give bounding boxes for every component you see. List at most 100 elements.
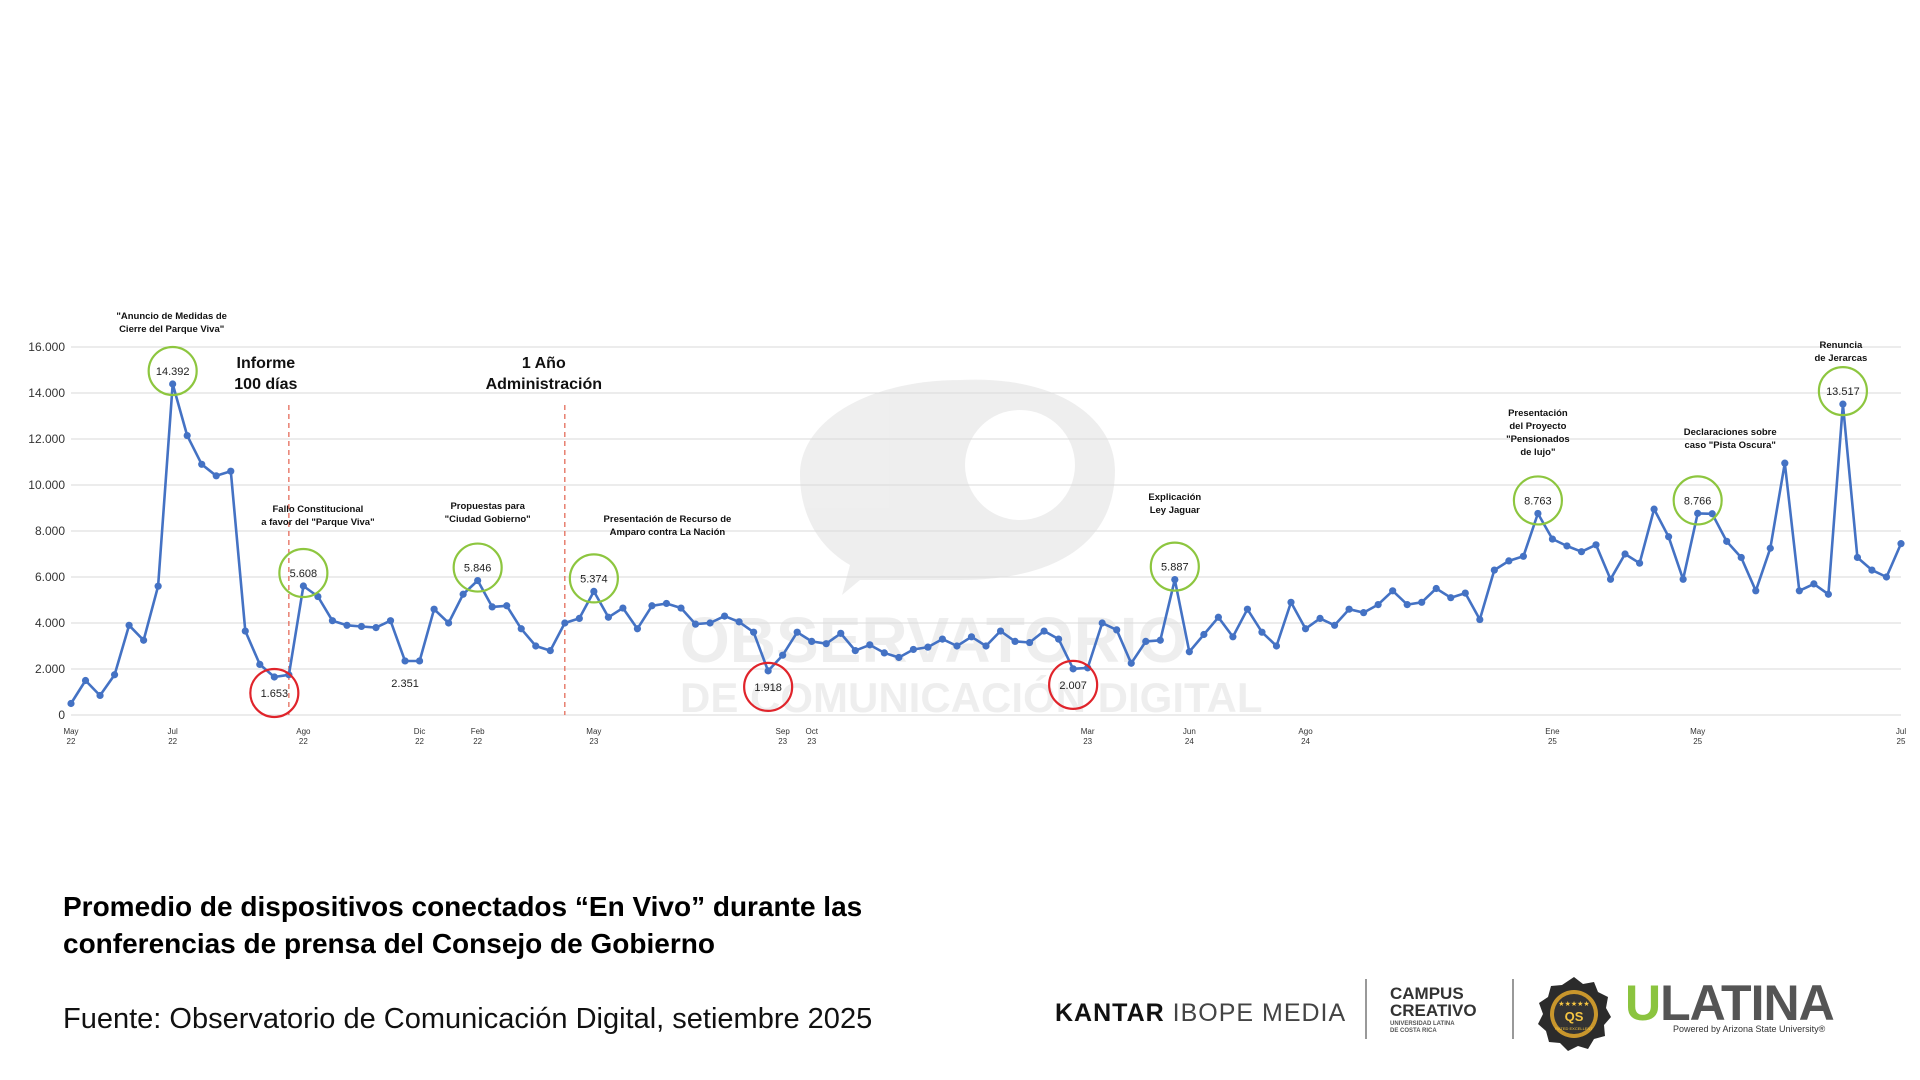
y-tick-label: 6.000 [35, 570, 65, 584]
badge-label: QS [1565, 1009, 1584, 1024]
x-tick-label: 23 [778, 737, 787, 746]
annotation-label: Propuestas para [450, 501, 525, 512]
highlight-circle [743, 661, 794, 712]
data-point [1897, 540, 1905, 548]
annotation-label: Declaraciones sobre [1684, 427, 1777, 438]
data-point [1723, 537, 1731, 545]
data-point [1447, 594, 1455, 602]
watermark-eye-icon [965, 410, 1075, 520]
data-point [1098, 619, 1106, 627]
annotation-label: Presentación [1508, 408, 1568, 419]
highlight-value-label: 8.763 [1524, 495, 1552, 507]
watermark-eye-icon [800, 379, 1115, 595]
highlight-circle [147, 345, 198, 397]
data-point [1853, 553, 1862, 562]
highlight-circle [1672, 475, 1723, 526]
data-point [880, 649, 888, 657]
data-point [430, 605, 438, 613]
data-point [1635, 559, 1644, 567]
data-point [1810, 580, 1818, 588]
kantar-logo-light: IBOPE MEDIA [1172, 999, 1347, 1027]
highlight-value-label: 2.351 [391, 678, 419, 690]
x-tick-label: 22 [67, 737, 76, 746]
data-point [1214, 613, 1222, 621]
annotation-label: Amparo contra La Nación [610, 527, 726, 538]
x-tick-label: 22 [168, 737, 177, 746]
data-point [517, 625, 525, 633]
data-point [1519, 552, 1527, 560]
data-point [633, 625, 642, 633]
data-point [1461, 589, 1469, 597]
data-point [1389, 587, 1397, 595]
ulatina-logo-sub: Powered by Arizona State University® [1673, 1024, 1826, 1034]
annotation-label: Cierre del Parque Viva" [119, 324, 224, 335]
highlight-circle [1512, 475, 1564, 526]
x-tick-label: 22 [299, 737, 308, 746]
data-point [953, 642, 961, 650]
y-tick-label: 0 [58, 708, 65, 722]
data-point [924, 643, 932, 651]
highlight-value-label: 8.766 [1684, 495, 1712, 507]
data-point [1185, 648, 1193, 656]
y-tick-label: 16.000 [28, 340, 65, 354]
highlight-value-label: 5.608 [290, 568, 318, 580]
x-tick-label: 25 [1548, 737, 1557, 746]
x-tick-label: Dic [414, 727, 426, 736]
annotation-label: a favor del "Parque Viva" [261, 517, 374, 528]
data-point [1432, 584, 1440, 593]
x-tick-label: Oct [805, 727, 818, 736]
data-point [1272, 642, 1281, 650]
data-point [1679, 575, 1687, 583]
highlight-value-label: 14.392 [156, 366, 190, 378]
data-point [1301, 625, 1310, 633]
annotation-label: "Pensionados [1506, 434, 1570, 445]
data-point [1868, 566, 1876, 574]
data-point [706, 619, 714, 627]
data-point [1171, 575, 1179, 584]
highlight-circle [568, 553, 619, 604]
event-label: 1 Año [522, 355, 566, 372]
data-point [1839, 400, 1847, 408]
data-point [720, 612, 729, 620]
data-point [154, 582, 162, 590]
data-point [808, 637, 816, 646]
annotation-label: Renuncia [1820, 340, 1863, 351]
data-point [227, 467, 235, 475]
data-point [1781, 459, 1789, 467]
data-point [140, 636, 148, 644]
ulatina-logo-u: U [1625, 975, 1661, 1031]
chart-title: Promedio de dispositivos conectados “En … [63, 888, 1063, 962]
x-tick-label: 22 [473, 737, 482, 746]
data-point [590, 587, 598, 595]
data-point [1374, 601, 1382, 609]
y-tick-label: 4.000 [35, 616, 65, 630]
y-tick-label: 14.000 [28, 386, 65, 400]
ulatina-logo: ULATINA [1625, 975, 1835, 1031]
annotation-label: Ley Jaguar [1150, 505, 1200, 516]
data-point [1055, 635, 1063, 643]
x-tick-label: 25 [1693, 737, 1702, 746]
data-point [1752, 587, 1760, 595]
svg-text:★★★★★: ★★★★★ [1558, 1000, 1589, 1008]
data-point [1403, 601, 1411, 609]
data-point [691, 620, 700, 628]
x-tick-label: Jul [1896, 727, 1906, 736]
data-point [779, 651, 787, 659]
data-point [546, 647, 554, 655]
event-label: Administración [486, 376, 602, 393]
data-point [1534, 509, 1542, 518]
x-tick-label: 23 [807, 737, 816, 746]
x-tick-label: Ago [1298, 727, 1313, 736]
data-point [750, 628, 758, 636]
data-point [1592, 541, 1600, 549]
data-point [822, 640, 830, 648]
data-point [1795, 587, 1803, 595]
data-point [1229, 633, 1237, 641]
data-point [1548, 535, 1557, 543]
highlight-value-label: 5.374 [580, 573, 608, 585]
data-point [183, 431, 191, 440]
x-tick-label: May [1690, 727, 1705, 736]
data-point [328, 617, 337, 625]
data-point [1490, 566, 1498, 574]
